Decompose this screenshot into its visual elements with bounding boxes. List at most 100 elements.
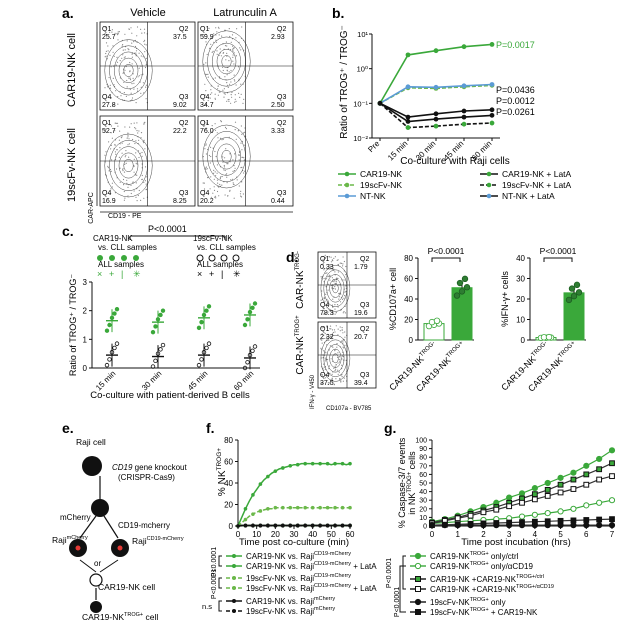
event-dot bbox=[131, 99, 133, 101]
ytick-label: 60 bbox=[419, 472, 427, 479]
event-dot bbox=[123, 57, 125, 59]
legend-marker bbox=[414, 552, 422, 560]
event-dot bbox=[214, 77, 216, 79]
panel-b: b. Ratio of TROG⁺ / TROG⁻ Co-culture wit… bbox=[332, 5, 572, 201]
event-dot bbox=[331, 377, 333, 379]
event-dot bbox=[333, 281, 335, 283]
event-dot bbox=[322, 307, 324, 309]
event-dot bbox=[330, 358, 332, 360]
event-dot bbox=[217, 85, 219, 87]
event-dot bbox=[218, 34, 220, 36]
panel-c-letter: c. bbox=[62, 223, 74, 239]
data-point bbox=[153, 324, 158, 329]
panel-c-xlabel: Co-culture with patient-derived B cells bbox=[90, 390, 250, 401]
event-dot bbox=[334, 279, 336, 281]
event-dot bbox=[121, 152, 123, 154]
quadrant-label: Q2 bbox=[179, 26, 188, 33]
event-dot bbox=[128, 49, 130, 51]
event-dot bbox=[205, 166, 207, 168]
event-dot bbox=[223, 96, 225, 98]
event-dot bbox=[337, 259, 339, 261]
event-dot bbox=[222, 66, 224, 68]
event-dot bbox=[329, 382, 331, 384]
contour-line bbox=[114, 146, 143, 185]
quadrant-label: Q1 bbox=[102, 26, 111, 33]
panel-a-row-title-car19: CAR19-NK cell bbox=[66, 33, 78, 107]
event-dot bbox=[241, 166, 243, 168]
quadrant-label: Q3 bbox=[277, 94, 286, 101]
data-point bbox=[557, 508, 564, 515]
event-dot bbox=[205, 73, 207, 75]
event-dot bbox=[343, 311, 345, 313]
event-dot bbox=[144, 51, 146, 53]
event-dot bbox=[143, 139, 145, 141]
event-dot bbox=[323, 334, 325, 336]
ytick-label: 0 bbox=[423, 524, 427, 531]
event-dot bbox=[219, 183, 221, 186]
data-point bbox=[236, 524, 240, 528]
event-dot bbox=[220, 176, 222, 178]
quadrant-label: Q3 bbox=[277, 190, 286, 197]
event-dot bbox=[143, 181, 145, 183]
event-dot bbox=[339, 326, 341, 328]
event-dot bbox=[324, 313, 326, 315]
panel-a-letter: a. bbox=[62, 5, 74, 21]
event-dot bbox=[207, 99, 209, 102]
event-dot bbox=[242, 156, 244, 158]
event-dot bbox=[122, 54, 124, 56]
data-point bbox=[377, 100, 383, 106]
bar-category-label: CAR19-NKTROG+ bbox=[414, 340, 468, 394]
event-dot bbox=[122, 178, 125, 181]
raji-cell-icon bbox=[82, 456, 102, 476]
quadrant-label: Q1 bbox=[200, 120, 209, 127]
data-point bbox=[454, 515, 461, 522]
data-point bbox=[583, 517, 590, 523]
bar-category-label: CAR19-NKTROG- bbox=[387, 340, 439, 392]
event-dot bbox=[326, 336, 328, 338]
contour-line bbox=[212, 42, 241, 81]
panel-c-ytick-label: 1 bbox=[83, 335, 88, 344]
ytick-label: 0 bbox=[409, 336, 414, 345]
event-dot bbox=[328, 256, 331, 258]
event-dot bbox=[211, 51, 213, 54]
event-dot bbox=[218, 195, 220, 197]
event-dot bbox=[224, 126, 227, 128]
event-dot bbox=[106, 58, 108, 60]
quadrant-value: 1.79 bbox=[354, 264, 368, 271]
event-dot bbox=[219, 137, 222, 139]
event-dot bbox=[224, 45, 227, 47]
xtick-label: 4 bbox=[533, 530, 538, 539]
event-dot bbox=[115, 168, 118, 170]
data-point bbox=[243, 507, 248, 511]
stat-bracket bbox=[218, 577, 222, 589]
event-dot bbox=[326, 339, 328, 341]
event-dot bbox=[341, 355, 343, 357]
ytick-label: 30 bbox=[516, 275, 525, 284]
legend-marker bbox=[344, 193, 350, 199]
data-point bbox=[570, 486, 577, 492]
panel-b-xtick-label: Pre bbox=[366, 139, 382, 155]
data-point bbox=[544, 509, 551, 517]
event-dot bbox=[325, 286, 327, 288]
event-dot bbox=[124, 163, 126, 165]
data-point bbox=[258, 509, 263, 513]
event-dot bbox=[111, 159, 113, 161]
quadrant-label: Q4 bbox=[200, 190, 209, 197]
event-dot bbox=[216, 172, 218, 174]
legend-label: NT-NK + LatA bbox=[502, 191, 555, 201]
flow-plot-carnk-trog-pos-events bbox=[320, 325, 348, 386]
data-point bbox=[325, 523, 330, 528]
event-dot bbox=[338, 361, 341, 363]
event-dot bbox=[222, 161, 224, 163]
event-dot bbox=[331, 329, 334, 331]
legend-label: CAR19-NK +CAR19-NKTROG+/αCD19 bbox=[430, 584, 554, 594]
legend-marker bbox=[486, 193, 492, 199]
event-dot bbox=[116, 56, 118, 59]
panel-d-pvalue: P<0.0001 bbox=[540, 246, 577, 256]
data-point bbox=[251, 493, 255, 497]
legend-marker: ✳ bbox=[133, 269, 141, 279]
event-dot bbox=[138, 139, 140, 141]
contour-line bbox=[326, 344, 345, 373]
xtick-label: 40 bbox=[308, 530, 317, 539]
event-dot bbox=[322, 267, 324, 269]
